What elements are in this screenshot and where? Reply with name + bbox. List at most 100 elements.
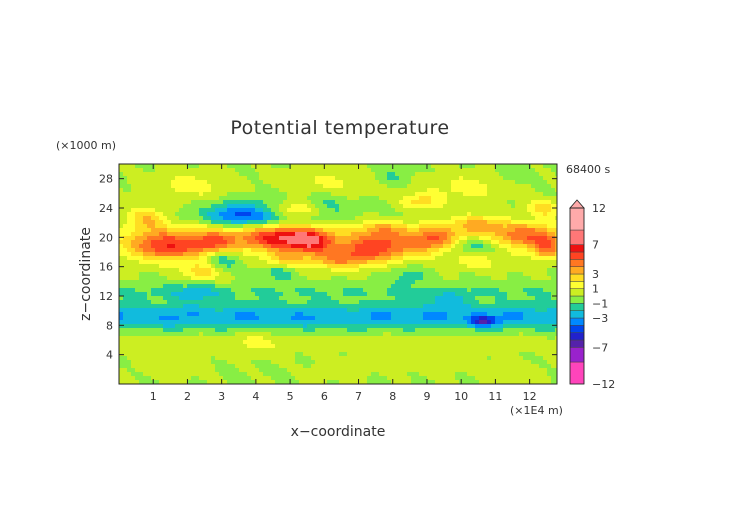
heatmap-cell: [387, 340, 392, 345]
heatmap-cell: [219, 268, 224, 273]
heatmap-cell: [387, 188, 392, 193]
heatmap-cell: [183, 172, 188, 177]
heatmap-cell: [319, 268, 324, 273]
heatmap-cell: [159, 208, 164, 213]
heatmap-cell: [395, 236, 400, 241]
heatmap-cell: [439, 336, 444, 341]
heatmap-cell: [251, 240, 256, 245]
heatmap-cell: [163, 172, 168, 177]
heatmap-cell: [243, 276, 248, 281]
heatmap-cell: [543, 204, 548, 209]
heatmap-cell: [295, 296, 300, 301]
heatmap-cell: [387, 260, 392, 265]
heatmap-cell: [423, 304, 428, 309]
heatmap-cell: [519, 204, 524, 209]
heatmap-cell: [131, 336, 136, 341]
heatmap-cell: [207, 168, 212, 173]
heatmap-cell: [479, 176, 484, 181]
heatmap-cell: [327, 188, 332, 193]
heatmap-cell: [255, 280, 260, 285]
heatmap-cell: [447, 204, 452, 209]
heatmap-cell: [207, 224, 212, 229]
heatmap-cell: [547, 312, 552, 317]
heatmap-cell: [159, 240, 164, 245]
heatmap-cell: [335, 248, 340, 253]
heatmap-cell: [495, 172, 500, 177]
heatmap-cell: [479, 328, 484, 333]
heatmap-cell: [419, 228, 424, 233]
heatmap-cell: [299, 336, 304, 341]
heatmap-cell: [443, 164, 448, 169]
heatmap-cell: [475, 276, 480, 281]
heatmap-cell: [303, 196, 308, 201]
heatmap-cell: [199, 292, 204, 297]
heatmap-cell: [435, 268, 440, 273]
heatmap-cell: [255, 320, 260, 325]
heatmap-cell: [367, 204, 372, 209]
heatmap-cell: [187, 260, 192, 265]
heatmap-cell: [243, 224, 248, 229]
heatmap-cell: [187, 248, 192, 253]
heatmap-cell: [315, 188, 320, 193]
heatmap-cell: [435, 176, 440, 181]
heatmap-cell: [299, 220, 304, 225]
heatmap-cell: [163, 264, 168, 269]
heatmap-cell: [331, 168, 336, 173]
heatmap-cell: [211, 208, 216, 213]
heatmap-cell: [399, 284, 404, 289]
heatmap-cell: [463, 168, 468, 173]
heatmap-cell: [363, 320, 368, 325]
heatmap-cell: [259, 260, 264, 265]
heatmap-cell: [191, 292, 196, 297]
heatmap-cell: [307, 192, 312, 197]
heatmap-cell: [359, 336, 364, 341]
heatmap-cell: [379, 308, 384, 313]
heatmap-cell: [243, 256, 248, 261]
heatmap-cell: [443, 256, 448, 261]
heatmap-cell: [299, 204, 304, 209]
heatmap-cell: [123, 308, 128, 313]
heatmap-cell: [291, 260, 296, 265]
heatmap-cell: [343, 336, 348, 341]
heatmap-cell: [359, 340, 364, 345]
heatmap-cell: [143, 200, 148, 205]
heatmap-cell: [183, 224, 188, 229]
heatmap-cell: [343, 288, 348, 293]
heatmap-cell: [423, 260, 428, 265]
heatmap-cell: [423, 256, 428, 261]
heatmap-cell: [287, 320, 292, 325]
heatmap-cell: [215, 176, 220, 181]
heatmap-cell: [423, 196, 428, 201]
heatmap-cell: [319, 312, 324, 317]
heatmap-cell: [459, 296, 464, 301]
heatmap-cell: [431, 192, 436, 197]
heatmap-cell: [411, 200, 416, 205]
heatmap-cell: [359, 312, 364, 317]
heatmap-cell: [391, 260, 396, 265]
heatmap-cell: [219, 264, 224, 269]
heatmap-cell: [419, 188, 424, 193]
heatmap-cell: [207, 300, 212, 305]
heatmap-cell: [555, 272, 557, 277]
heatmap-cell: [459, 280, 464, 285]
heatmap-cell: [527, 172, 532, 177]
heatmap-cell: [511, 220, 516, 225]
heatmap-cell: [475, 340, 480, 345]
heatmap-cell: [247, 188, 252, 193]
heatmap-cell: [535, 300, 540, 305]
heatmap-cell: [139, 300, 144, 305]
heatmap-cell: [147, 276, 152, 281]
heatmap-cell: [431, 240, 436, 245]
heatmap-cell: [359, 284, 364, 289]
heatmap-cell: [447, 192, 452, 197]
heatmap-cell: [347, 284, 352, 289]
heatmap-cell: [267, 208, 272, 213]
heatmap-cell: [415, 332, 420, 337]
heatmap-cell: [459, 240, 464, 245]
heatmap-cell: [139, 284, 144, 289]
heatmap-cell: [399, 336, 404, 341]
heatmap-cell: [151, 232, 156, 237]
heatmap-cell: [347, 288, 352, 293]
heatmap-cell: [303, 256, 308, 261]
heatmap-cell: [323, 172, 328, 177]
